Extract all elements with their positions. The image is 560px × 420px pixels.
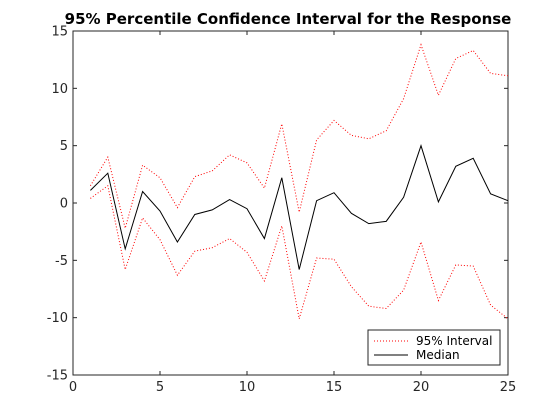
median-line <box>90 144 509 270</box>
legend-label: 95% Interval <box>416 334 492 348</box>
x-tick-label: 25 <box>500 380 517 395</box>
y-tick-label: 5 <box>60 139 68 154</box>
x-tick-label: 15 <box>326 380 343 395</box>
legend-label: Median <box>416 348 460 362</box>
y-tick-label: 0 <box>60 197 68 212</box>
y-tick-label: -5 <box>55 254 68 269</box>
chart-title: 95% Percentile Confidence Interval for t… <box>65 10 512 28</box>
x-tick-label: 20 <box>413 380 430 395</box>
y-tick-label: -10 <box>47 311 68 326</box>
legend-box <box>367 329 501 366</box>
x-tick-label: 10 <box>239 380 256 395</box>
x-tick-label: 5 <box>156 380 164 395</box>
y-tick-label: 15 <box>51 25 68 40</box>
y-tick-label: 10 <box>51 82 68 97</box>
plot-area: 0 5 10 15 20 25 -15 -10 -5 0 5 10 15 <box>47 25 517 396</box>
interval-lower-line <box>90 184 509 320</box>
y-tick-label: -15 <box>47 369 68 384</box>
x-tick-label: 0 <box>69 380 77 395</box>
